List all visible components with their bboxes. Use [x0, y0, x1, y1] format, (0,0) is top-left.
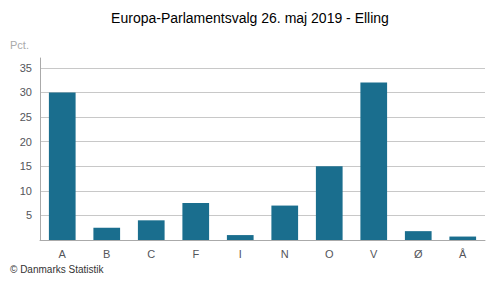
- svg-text:35: 35: [20, 62, 32, 74]
- svg-text:20: 20: [20, 136, 32, 148]
- svg-text:Pct.: Pct.: [10, 39, 29, 51]
- svg-text:10: 10: [20, 185, 32, 197]
- svg-text:I: I: [239, 248, 242, 260]
- svg-text:F: F: [192, 248, 199, 260]
- svg-text:N: N: [281, 248, 289, 260]
- svg-text:Europa-Parlamentsvalg 26. maj: Europa-Parlamentsvalg 26. maj 2019 - Ell…: [111, 10, 389, 26]
- svg-text:O: O: [325, 248, 334, 260]
- svg-text:5: 5: [26, 209, 32, 221]
- svg-text:Ø: Ø: [414, 248, 423, 260]
- svg-text:B: B: [103, 248, 110, 260]
- svg-text:25: 25: [20, 111, 32, 123]
- svg-text:Å: Å: [459, 248, 467, 260]
- svg-text:A: A: [59, 248, 67, 260]
- svg-text:V: V: [370, 248, 378, 260]
- svg-text:© Danmarks Statistik: © Danmarks Statistik: [10, 264, 105, 275]
- svg-text:C: C: [147, 248, 155, 260]
- svg-text:30: 30: [20, 86, 32, 98]
- svg-text:15: 15: [20, 160, 32, 172]
